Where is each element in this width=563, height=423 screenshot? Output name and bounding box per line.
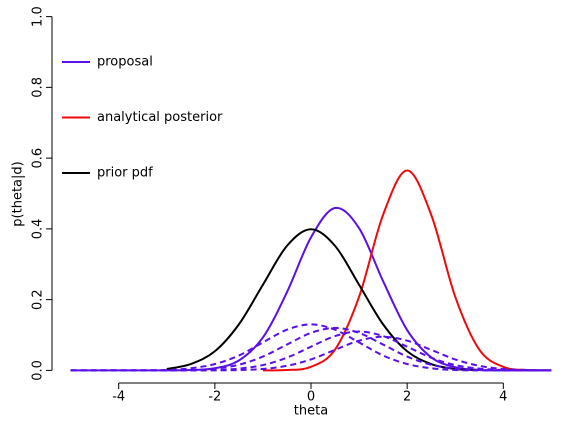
y-tick-label: 0.6 [31,148,46,169]
y-tick-label: 0.4 [31,219,46,240]
series-line [70,335,552,372]
legend-label: analytical posterior [97,110,223,125]
y-tick-label: 0.0 [31,360,46,381]
x-tick-label: 0 [307,390,315,405]
legend-label: prior pdf [97,166,153,181]
y-tick-label: 0.2 [31,289,46,310]
series-line [70,330,552,372]
x-axis-label: theta [294,404,328,419]
x-tick-label: 2 [403,390,411,405]
y-axis-label: p(theta|d) [11,161,26,226]
x-tick-label: 4 [499,390,507,405]
series-line [262,169,552,372]
y-tick-label: 1.0 [31,6,46,27]
x-tick-label: -4 [112,390,125,405]
x-tick-label: -2 [208,390,221,405]
y-tick-label: 0.8 [31,77,46,98]
series-line [166,228,480,372]
legend-label: proposal [97,55,153,70]
